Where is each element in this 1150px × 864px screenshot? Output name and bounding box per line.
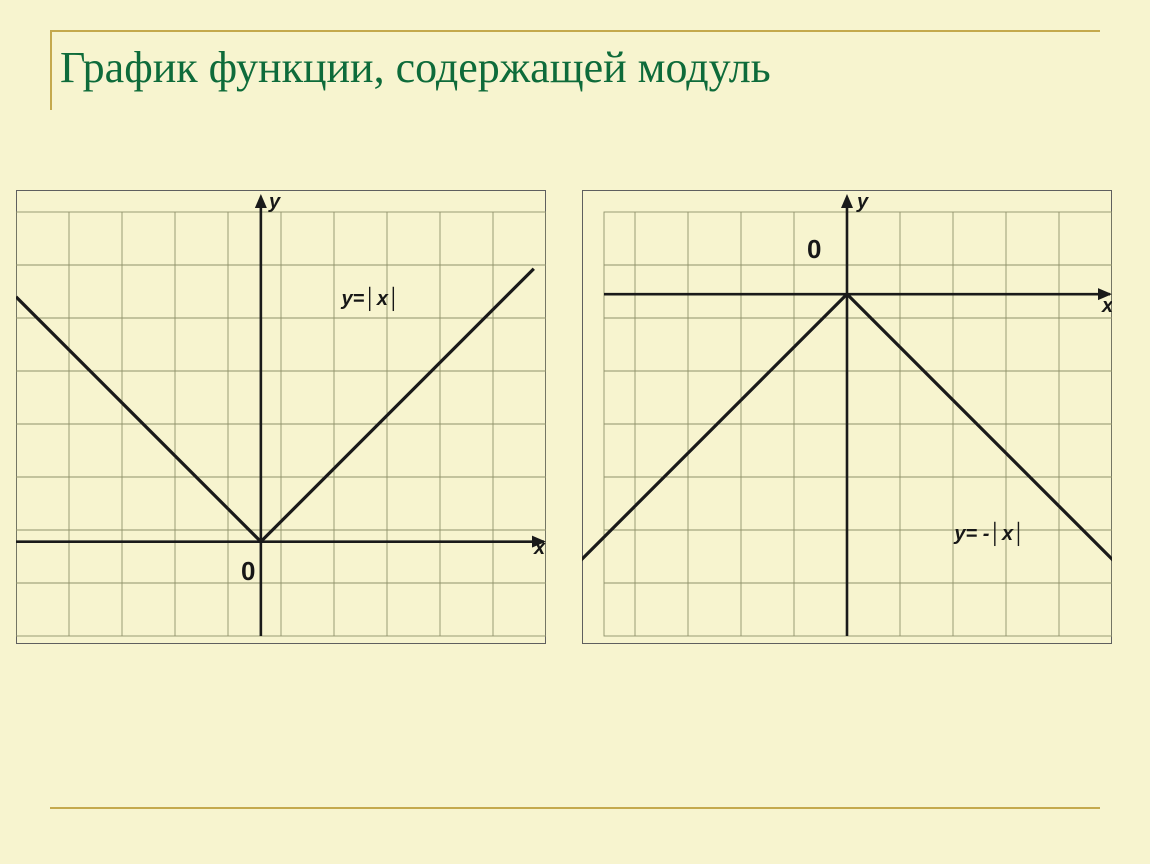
chart-left: y x 0 y=│x│ bbox=[16, 190, 546, 644]
bottom-divider bbox=[50, 807, 1100, 809]
chart-svg-right: y x 0 y= -│x│ bbox=[582, 190, 1112, 644]
svg-text:y=│x│: y=│x│ bbox=[341, 286, 401, 312]
svg-text:0: 0 bbox=[807, 234, 821, 264]
svg-text:x: x bbox=[533, 537, 546, 559]
chart-svg-left: y x 0 y=│x│ bbox=[16, 190, 546, 644]
chart-row: y x 0 y=│x│ y x 0 y= -│x│ bbox=[16, 190, 1112, 644]
chart-right: y x 0 y= -│x│ bbox=[582, 190, 1112, 644]
svg-text:y= -│x│: y= -│x│ bbox=[953, 521, 1025, 547]
svg-text:y: y bbox=[268, 191, 281, 213]
page-title: График функции, содержащей модуль bbox=[60, 42, 771, 93]
svg-text:y: y bbox=[856, 191, 869, 213]
svg-text:x: x bbox=[1101, 295, 1112, 317]
svg-text:0: 0 bbox=[241, 556, 255, 586]
